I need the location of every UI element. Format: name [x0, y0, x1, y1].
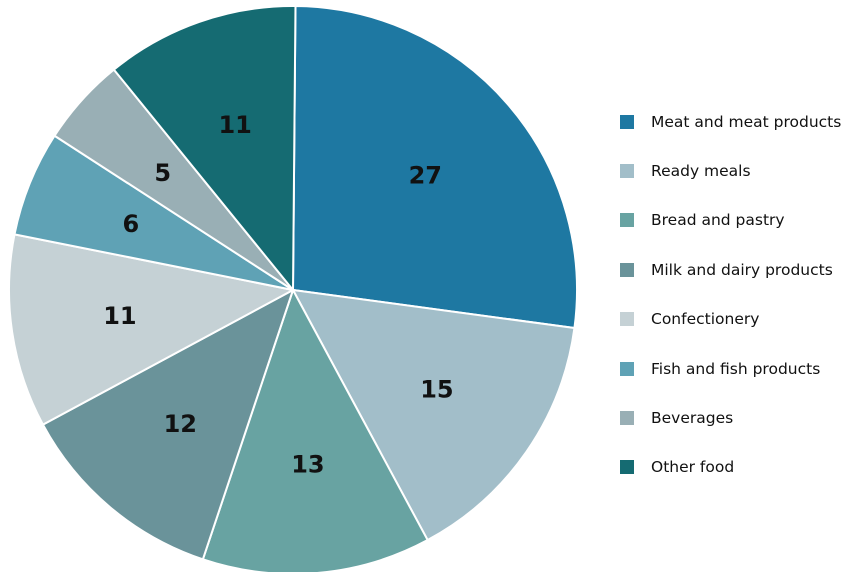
pie-slice-label-3: 12	[164, 410, 197, 438]
legend-label-3: Milk and dairy products	[651, 260, 833, 279]
legend: Meat and meat products Ready meals Bread a…	[620, 97, 841, 492]
legend-swatch-6	[620, 411, 634, 426]
pie-slice-3	[41, 289, 294, 561]
legend-item-6: Beverages	[620, 393, 841, 442]
pie-slice-label-2: 13	[291, 450, 324, 478]
pie-slice-label-4: 11	[103, 302, 136, 330]
legend-item-7: Other food	[620, 443, 841, 492]
legend-label-2: Bread and pastry	[651, 211, 785, 230]
legend-label-1: Ready meals	[651, 162, 751, 181]
pie-slice-label-6: 5	[154, 159, 171, 187]
legend-item-2: Bread and pastry	[620, 196, 841, 245]
pie-slice-label-5: 6	[123, 210, 140, 238]
pie-slices	[8, 5, 578, 572]
legend-swatch-5	[620, 361, 634, 376]
legend-swatch-7	[620, 460, 634, 475]
pie-slice-1	[292, 289, 576, 542]
legend-swatch-4	[620, 312, 634, 327]
legend-swatch-2	[620, 213, 634, 228]
pie-slice-4	[8, 233, 294, 426]
pie-slice-2	[201, 289, 429, 572]
legend-swatch-0	[620, 114, 634, 129]
pie-chart: 27 15 13 12 11 65 11	[8, 5, 578, 572]
pie-slice-7	[112, 5, 297, 291]
legend-swatch-1	[620, 164, 634, 179]
legend-label-6: Beverages	[651, 409, 734, 428]
pie-slice-0	[292, 5, 578, 330]
legend-item-4: Confectionery	[620, 295, 841, 344]
legend-item-5: Fish and fish products	[620, 344, 841, 393]
legend-item-0: Meat and meat products	[620, 97, 841, 146]
legend-label-0: Meat and meat products	[651, 112, 842, 131]
legend-label-7: Other food	[651, 458, 735, 477]
pie-slice-label-7: 11	[218, 111, 251, 139]
pie-slice-label-0: 27	[409, 161, 442, 189]
pie-slice-labels: 27 15 13 12 11 65 11	[103, 111, 453, 479]
legend-swatch-3	[620, 262, 634, 277]
pie-slice-label-1: 15	[420, 376, 453, 404]
legend-item-1: Ready meals	[620, 146, 841, 195]
legend-label-4: Confectionery	[651, 310, 760, 329]
legend-label-5: Fish and fish products	[651, 359, 821, 378]
legend-item-3: Milk and dairy products	[620, 245, 841, 294]
